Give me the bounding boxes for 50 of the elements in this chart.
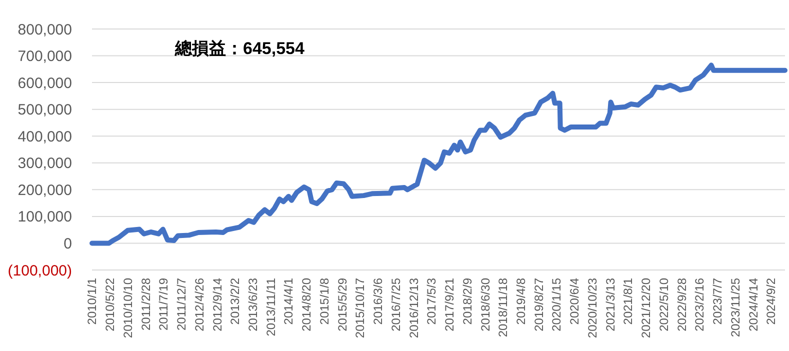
x-tick-label: 2010/1/1 — [85, 278, 100, 325]
x-tick-label: 2020/10/23 — [585, 278, 600, 338]
x-tick-label: 2016/12/13 — [406, 278, 421, 338]
x-tick-label: 2021/8/1 — [621, 278, 636, 325]
x-tick-label: 2023/7/7 — [710, 278, 725, 325]
y-tick-label: 200,000 — [18, 182, 72, 199]
text: 總損益：645,554 — [174, 38, 305, 58]
x-tick-label: 2015/10/17 — [353, 278, 368, 338]
x-tick-label: 2016/7/25 — [388, 278, 403, 332]
x-tick-label: 2023/2/16 — [692, 278, 707, 332]
x-tick-label: 2021/3/13 — [603, 278, 618, 332]
x-tick-label: 2017/5/3 — [424, 278, 439, 325]
x-tick-label: 2011/2/28 — [138, 278, 153, 330]
x-tick-label: 2012/4/26 — [192, 278, 206, 332]
y-tick-label: 800,000 — [18, 21, 72, 38]
y-tick-label: 0 — [64, 235, 72, 252]
x-tick-label: 2019/8/27 — [532, 278, 546, 332]
x-tick-label: 2018/11/18 — [496, 278, 510, 338]
x-tick-label: 2021/12/20 — [639, 278, 654, 338]
x-tick-label: 2014/8/20 — [300, 278, 314, 332]
x-tick-label: 2013/6/23 — [246, 278, 260, 332]
y-tick-label: 700,000 — [18, 48, 72, 66]
x-tick-label: 2017/9/21 — [442, 278, 457, 332]
x-tick-label: 2015/1/8 — [317, 278, 332, 325]
x-tick-label: 2022/9/28 — [674, 278, 689, 332]
y-tick-label: 500,000 — [18, 102, 72, 119]
x-tick-label: 2012/9/14 — [210, 278, 224, 332]
x-tick-label: 2011/7/19 — [156, 278, 171, 330]
x-tick-label: 2018/2/9 — [460, 278, 474, 325]
y-tick-label: 300,000 — [18, 155, 72, 172]
x-tick-label: 2022/5/10 — [656, 278, 671, 332]
x-tick-label: 2013/2/2 — [228, 278, 242, 325]
x-tick-label: 2015/5/29 — [335, 278, 350, 332]
x-tick-label: 2024/4/14 — [746, 278, 760, 332]
x-tick-label: 2010/5/22 — [103, 278, 118, 332]
x-tick-label: 2014/4/1 — [282, 278, 296, 325]
x-tick-label: 2020/1/15 — [550, 278, 564, 332]
x-tick-label: 2013/11/11 — [264, 278, 278, 336]
y-tick-label: (100,000) — [8, 262, 72, 280]
y-tick-label: 600,000 — [18, 74, 72, 92]
y-tick-label: 400,000 — [18, 128, 72, 146]
x-tick-label: 2024/9/2 — [764, 278, 778, 325]
y-tick-label: 100,000 — [18, 208, 72, 226]
x-tick-label: 2011/12/7 — [174, 278, 189, 330]
x-tick-label: 2010/10/10 — [120, 278, 135, 338]
x-tick-label: 2023/11/25 — [728, 278, 742, 338]
x-tick-label: 2020/6/4 — [568, 278, 582, 325]
x-tick-label: 2019/4/8 — [514, 278, 528, 325]
x-tick-label: 2016/3/6 — [371, 278, 386, 325]
x-tick-label: 2018/6/30 — [478, 278, 492, 332]
